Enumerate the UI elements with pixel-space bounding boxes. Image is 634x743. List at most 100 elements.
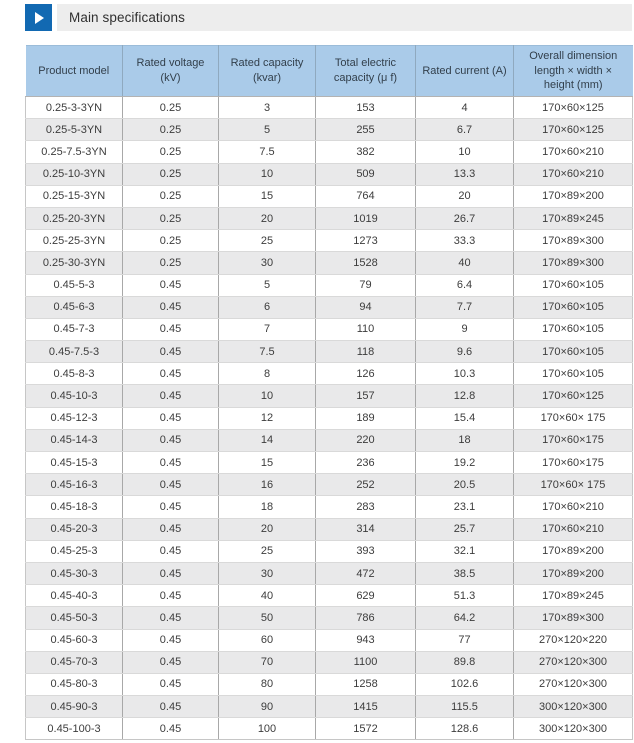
cell-product-model: 0.45-100-3 bbox=[25, 717, 123, 741]
cell-total-electric-capacity: 1528 bbox=[315, 251, 416, 275]
table-row: 0.45-10-3 0.45 10 157 12.8 170×60×125 bbox=[25, 384, 633, 408]
cell-overall-dimension: 170×60×105 bbox=[513, 340, 633, 364]
cell-overall-dimension: 170×60×175 bbox=[513, 451, 633, 475]
cell-rated-capacity: 10 bbox=[218, 384, 316, 408]
play-triangle-icon bbox=[25, 4, 52, 31]
cell-total-electric-capacity: 1415 bbox=[315, 695, 416, 719]
cell-rated-capacity: 40 bbox=[218, 584, 316, 608]
cell-rated-voltage: 0.45 bbox=[122, 518, 219, 541]
column-header-rated-voltage: Rated voltage (kV) bbox=[122, 45, 219, 97]
table-row: 0.25-10-3YN 0.25 10 509 13.3 170×60×210 bbox=[25, 163, 633, 186]
cell-rated-capacity: 5 bbox=[218, 118, 316, 142]
cell-overall-dimension: 170×89×200 bbox=[513, 540, 633, 563]
cell-rated-capacity: 100 bbox=[218, 717, 316, 741]
cell-rated-capacity: 5 bbox=[218, 274, 316, 297]
cell-rated-current: 32.1 bbox=[415, 540, 514, 563]
table-row: 0.25-3-3YN 0.25 3 153 4 170×60×125 bbox=[25, 96, 633, 120]
cell-rated-voltage: 0.45 bbox=[122, 673, 219, 697]
cell-product-model: 0.25-25-3YN bbox=[25, 229, 123, 253]
cell-overall-dimension: 170×89×300 bbox=[513, 606, 633, 630]
cell-rated-current: 51.3 bbox=[415, 584, 514, 608]
cell-overall-dimension: 170×60×210 bbox=[513, 163, 633, 186]
cell-product-model: 0.45-15-3 bbox=[25, 451, 123, 475]
cell-overall-dimension: 270×120×300 bbox=[513, 673, 633, 697]
cell-rated-voltage: 0.45 bbox=[122, 540, 219, 563]
cell-total-electric-capacity: 252 bbox=[315, 473, 416, 497]
cell-rated-capacity: 30 bbox=[218, 562, 316, 586]
cell-rated-voltage: 0.45 bbox=[122, 695, 219, 719]
cell-rated-capacity: 12 bbox=[218, 407, 316, 430]
cell-rated-current: 128.6 bbox=[415, 717, 514, 741]
cell-rated-capacity: 50 bbox=[218, 606, 316, 630]
cell-rated-capacity: 3 bbox=[218, 96, 316, 120]
cell-product-model: 0.45-5-3 bbox=[25, 274, 123, 297]
cell-overall-dimension: 170×60× 175 bbox=[513, 407, 633, 430]
cell-total-electric-capacity: 314 bbox=[315, 518, 416, 541]
cell-product-model: 0.45-25-3 bbox=[25, 540, 123, 563]
table-header: Product model Rated voltage (kV) Rated c… bbox=[25, 45, 633, 97]
cell-rated-voltage: 0.25 bbox=[122, 251, 219, 275]
cell-total-electric-capacity: 220 bbox=[315, 429, 416, 453]
cell-overall-dimension: 170×60×125 bbox=[513, 384, 633, 408]
cell-overall-dimension: 170×60×125 bbox=[513, 118, 633, 142]
cell-total-electric-capacity: 786 bbox=[315, 606, 416, 630]
cell-overall-dimension: 170×60×175 bbox=[513, 429, 633, 453]
cell-rated-voltage: 0.45 bbox=[122, 495, 219, 519]
cell-rated-capacity: 30 bbox=[218, 251, 316, 275]
cell-total-electric-capacity: 472 bbox=[315, 562, 416, 586]
cell-overall-dimension: 170×60×105 bbox=[513, 274, 633, 297]
cell-rated-current: 25.7 bbox=[415, 518, 514, 541]
cell-rated-capacity: 7 bbox=[218, 318, 316, 342]
cell-rated-capacity: 80 bbox=[218, 673, 316, 697]
column-header-product-model: Product model bbox=[25, 45, 123, 97]
table-row: 0.25-5-3YN 0.25 5 255 6.7 170×60×125 bbox=[25, 118, 633, 142]
cell-rated-voltage: 0.25 bbox=[122, 185, 219, 208]
cell-product-model: 0.25-7.5-3YN bbox=[25, 140, 123, 164]
cell-rated-current: 4 bbox=[415, 96, 514, 120]
column-header-overall-dimension: Overall dimension length × width × heigh… bbox=[513, 45, 633, 97]
cell-product-model: 0.45-12-3 bbox=[25, 407, 123, 430]
cell-rated-current: 20 bbox=[415, 185, 514, 208]
cell-rated-voltage: 0.25 bbox=[122, 207, 219, 231]
table-row: 0.45-100-3 0.45 100 1572 128.6 300×120×3… bbox=[25, 717, 633, 741]
cell-rated-current: 19.2 bbox=[415, 451, 514, 475]
cell-product-model: 0.45-16-3 bbox=[25, 473, 123, 497]
cell-rated-voltage: 0.45 bbox=[122, 606, 219, 630]
cell-rated-voltage: 0.25 bbox=[122, 118, 219, 142]
cell-total-electric-capacity: 1019 bbox=[315, 207, 416, 231]
cell-rated-current: 38.5 bbox=[415, 562, 514, 586]
cell-rated-current: 13.3 bbox=[415, 163, 514, 186]
table-row: 0.25-15-3YN 0.25 15 764 20 170×89×200 bbox=[25, 185, 633, 208]
cell-total-electric-capacity: 110 bbox=[315, 318, 416, 342]
table-row: 0.45-8-3 0.45 8 126 10.3 170×60×105 bbox=[25, 362, 633, 386]
cell-rated-voltage: 0.45 bbox=[122, 362, 219, 386]
cell-rated-current: 9 bbox=[415, 318, 514, 342]
cell-rated-voltage: 0.45 bbox=[122, 473, 219, 497]
cell-total-electric-capacity: 157 bbox=[315, 384, 416, 408]
table-row: 0.45-18-3 0.45 18 283 23.1 170×60×210 bbox=[25, 495, 633, 519]
cell-rated-current: 89.8 bbox=[415, 651, 514, 674]
table-row: 0.25-25-3YN 0.25 25 1273 33.3 170×89×300 bbox=[25, 229, 633, 253]
cell-total-electric-capacity: 1100 bbox=[315, 651, 416, 674]
cell-rated-voltage: 0.45 bbox=[122, 340, 219, 364]
cell-total-electric-capacity: 509 bbox=[315, 163, 416, 186]
cell-rated-capacity: 20 bbox=[218, 207, 316, 231]
cell-rated-voltage: 0.45 bbox=[122, 451, 219, 475]
cell-overall-dimension: 170×60× 175 bbox=[513, 473, 633, 497]
cell-overall-dimension: 270×120×300 bbox=[513, 651, 633, 674]
column-header-rated-current: Rated current (A) bbox=[415, 45, 514, 97]
cell-total-electric-capacity: 1572 bbox=[315, 717, 416, 741]
cell-rated-current: 64.2 bbox=[415, 606, 514, 630]
cell-rated-current: 7.7 bbox=[415, 296, 514, 319]
table-row: 0.45-60-3 0.45 60 943 77 270×120×220 bbox=[25, 629, 633, 652]
cell-product-model: 0.25-30-3YN bbox=[25, 251, 123, 275]
cell-overall-dimension: 270×120×220 bbox=[513, 629, 633, 652]
cell-rated-voltage: 0.45 bbox=[122, 717, 219, 741]
cell-rated-capacity: 10 bbox=[218, 163, 316, 186]
cell-rated-current: 20.5 bbox=[415, 473, 514, 497]
cell-total-electric-capacity: 153 bbox=[315, 96, 416, 120]
cell-total-electric-capacity: 255 bbox=[315, 118, 416, 142]
cell-rated-current: 18 bbox=[415, 429, 514, 453]
cell-overall-dimension: 170×60×210 bbox=[513, 140, 633, 164]
cell-overall-dimension: 170×89×245 bbox=[513, 207, 633, 231]
